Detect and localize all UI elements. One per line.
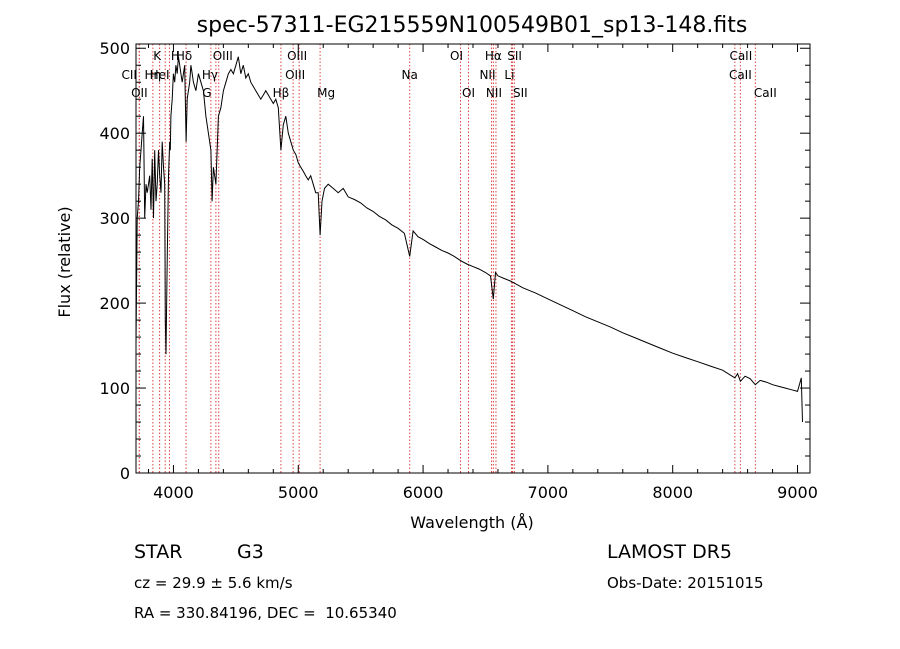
line-marker-label: G: [202, 86, 211, 100]
line-marker-label: OIII: [287, 49, 307, 63]
line-marker-label: Hη: [145, 68, 162, 82]
line-marker-label: Hα: [485, 49, 502, 63]
x-tick-label: 6000: [403, 483, 444, 502]
y-tick-label: 200: [99, 294, 130, 313]
spectral-line-markers: [138, 44, 756, 473]
line-marker-label: OI: [450, 49, 463, 63]
line-marker-label: OIII: [285, 68, 305, 82]
line-marker-label: H: [171, 49, 180, 63]
line-marker-label: Hβ: [273, 86, 290, 100]
survey-name: LAMOST DR5: [607, 541, 732, 563]
redshift-velocity: cz = 29.9 ± 5.6 km/s: [134, 574, 293, 592]
y-tick-label: 500: [99, 39, 130, 58]
y-tick-label: 300: [99, 209, 130, 228]
line-marker-label: K: [153, 49, 162, 63]
x-axis: 4000 5000 6000 7000 8000 9000: [147, 44, 818, 502]
x-tick-label: 7000: [528, 483, 569, 502]
sky-coordinates: RA = 330.84196, DEC = 10.65340: [134, 604, 397, 622]
spectrum-line: [135, 56, 803, 423]
plot-frame: [135, 43, 811, 474]
observation-date: Obs-Date: 20151015: [607, 574, 764, 592]
line-marker-label: OIII: [213, 49, 233, 63]
x-tick-label: 4000: [153, 483, 194, 502]
y-axis-label: Flux (relative): [55, 206, 74, 317]
line-marker-label: SII: [507, 49, 522, 63]
x-tick-label: 5000: [278, 483, 319, 502]
line-marker-label: NII: [486, 86, 502, 100]
line-marker-label: CII: [122, 68, 137, 82]
line-marker-label: HeI: [150, 68, 170, 82]
y-tick-label: 400: [99, 124, 130, 143]
x-axis-label: Wavelength (Å): [410, 513, 533, 532]
line-marker-label: CaII: [729, 68, 752, 82]
x-tick-label: 9000: [777, 483, 818, 502]
object-class: STAR: [134, 541, 183, 563]
line-marker-label: Na: [402, 68, 418, 82]
object-subclass: G3: [237, 541, 264, 563]
line-marker-label: OI: [462, 86, 475, 100]
chart-title: spec-57311-EG215559N100549B01_sp13-148.f…: [197, 13, 748, 38]
line-marker-label: CaII: [754, 86, 777, 100]
line-marker-label: NII: [479, 68, 495, 82]
line-marker-label: Hγ: [202, 68, 218, 82]
line-marker-label: Mg: [317, 86, 335, 100]
y-tick-label: 0: [120, 464, 130, 483]
y-axis: 0 100 200 300 400 500: [99, 39, 810, 483]
line-marker-label: CaII: [729, 49, 752, 63]
line-marker-label: Hδ: [176, 49, 192, 63]
x-tick-label: 8000: [652, 483, 693, 502]
line-marker-label: Li: [504, 68, 514, 82]
line-marker-label: SII: [513, 86, 528, 100]
y-tick-label: 100: [99, 379, 130, 398]
line-marker-label: OII: [131, 86, 148, 100]
